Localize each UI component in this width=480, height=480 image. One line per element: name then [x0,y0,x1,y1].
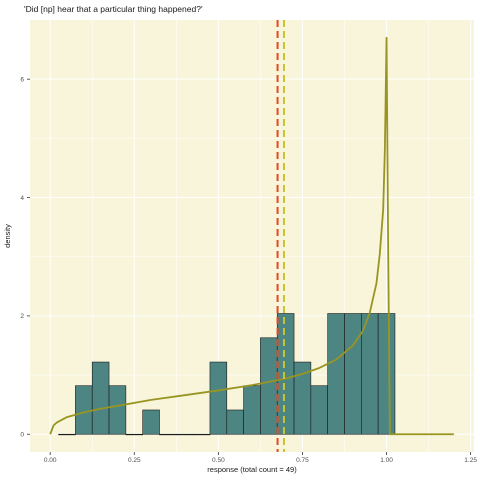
histogram-bar [361,313,379,435]
histogram-bar [344,313,362,435]
histogram-bar [293,361,312,435]
y-axis-title: density [3,224,12,248]
histogram-bar [142,409,160,435]
histogram-bar [377,313,396,435]
histogram-bar [176,433,194,436]
x-tick-label: 0.00 [44,457,57,464]
histogram-bar [260,337,278,435]
x-tick-label: 1.00 [380,457,393,464]
density-curve [49,36,454,436]
histogram-bar [310,385,328,435]
histogram-bar [226,409,244,435]
histogram-bar [75,385,93,435]
y-tick-label: 4 [20,195,24,202]
histogram-bar [209,361,228,435]
x-axis-title: response (total count = 49) [207,465,297,474]
y-tick-label: 2 [20,313,24,320]
x-tick-label: 0.75 [296,457,309,464]
reference-lines [276,20,285,452]
histogram-bar [108,385,127,435]
histogram-bar [276,313,295,435]
y-tick-label: 0 [20,432,24,439]
histogram-bar [125,433,143,436]
histogram-bar [243,385,261,435]
x-axis: 0.00 0.25 0.50 0.75 1.00 1.25 [44,452,477,464]
histogram-bar [58,433,76,436]
chart-title: 'Did [np] hear that a particular thing h… [24,4,203,14]
y-axis: 0 2 4 6 [20,76,30,439]
histogram-bar [159,433,177,436]
y-tick-label: 6 [20,76,24,83]
histogram-bar [327,313,345,435]
x-tick-label: 1.25 [464,457,477,464]
histogram-bar [192,433,211,436]
histogram-bar [91,361,110,435]
x-tick-label: 0.50 [212,457,225,464]
x-tick-label: 0.25 [128,457,141,464]
histogram-bars [58,313,396,436]
